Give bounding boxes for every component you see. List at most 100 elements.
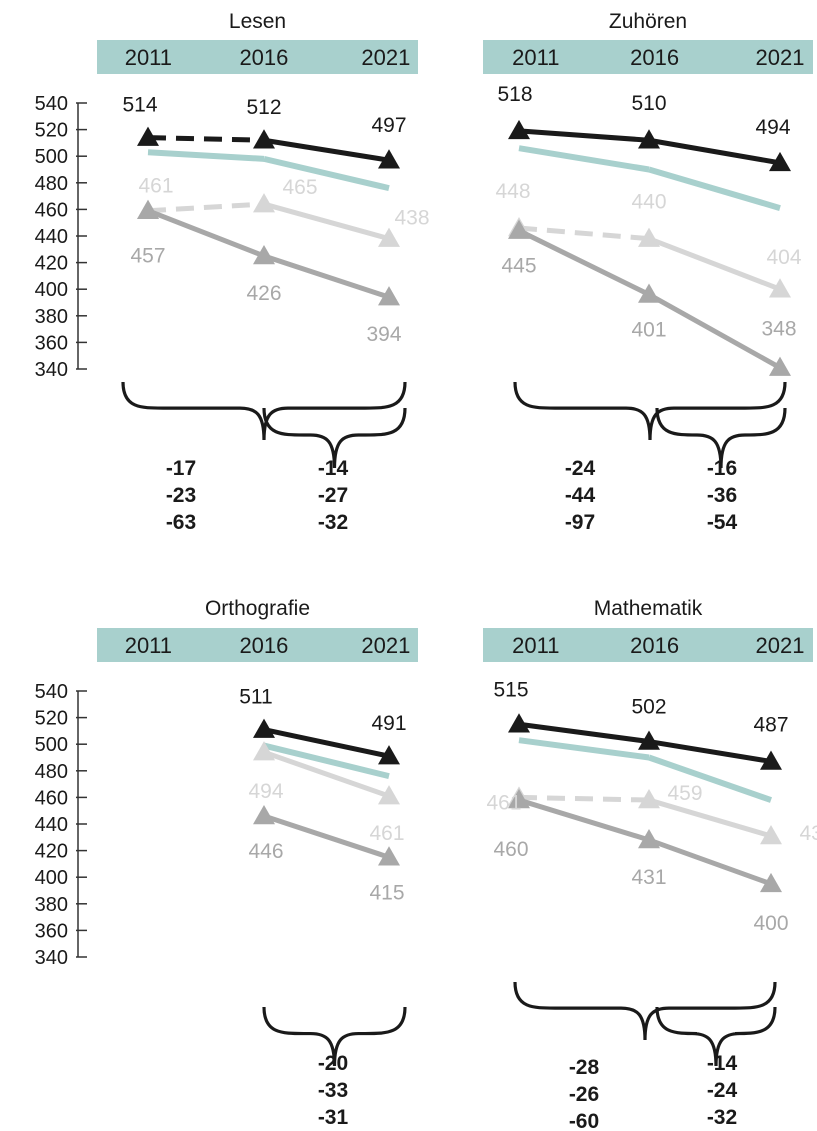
series-0-marker — [137, 126, 159, 146]
data-label: 431 — [631, 866, 666, 889]
year-label: 2011 — [125, 45, 172, 70]
y-tick-label: 340 — [35, 947, 68, 969]
series-2-marker — [378, 227, 400, 247]
data-label: 457 — [130, 245, 165, 268]
data-label: 512 — [246, 96, 281, 119]
data-label: 461 — [486, 791, 521, 814]
year-label: 2016 — [239, 633, 288, 658]
series-3-marker — [378, 846, 400, 866]
series-0-marker — [638, 730, 660, 750]
series-3-marker — [769, 356, 791, 376]
difference-short: -32 — [318, 511, 348, 534]
series-2-segment — [648, 236, 781, 292]
series-0-segment — [648, 137, 781, 166]
series-3-marker — [508, 219, 530, 239]
year-label: 2011 — [512, 633, 559, 658]
difference-short: -27 — [318, 484, 348, 507]
y-tick-label: 340 — [35, 359, 68, 381]
series-2-segment — [263, 749, 390, 799]
data-label: 511 — [239, 686, 272, 709]
data-label: 415 — [369, 881, 404, 904]
series-3-marker — [760, 872, 782, 893]
y-tick-label: 480 — [35, 173, 68, 195]
data-label: 497 — [371, 114, 406, 137]
difference-long: -63 — [166, 511, 196, 534]
difference-long: -28 — [569, 1056, 600, 1079]
series-0-marker — [253, 129, 275, 149]
difference-short: -32 — [707, 1106, 737, 1129]
series-2-marker — [760, 824, 782, 845]
y-tick-label: 520 — [35, 708, 68, 730]
series-3-marker — [638, 828, 660, 849]
series-3-segment — [518, 797, 650, 843]
series-0-segment — [518, 721, 650, 745]
series-2-marker — [638, 789, 660, 809]
data-label: 461 — [369, 822, 404, 845]
year-header-band — [483, 40, 813, 74]
panel-lesen: Lesen 2011 2016 2021 540 520 500 480 460 440 420 40… — [35, 10, 430, 534]
y-tick-label: 420 — [35, 841, 68, 863]
series-1-segment — [147, 149, 265, 162]
year-label: 2021 — [756, 633, 805, 658]
difference-long: -97 — [565, 511, 595, 534]
series-3-marker — [378, 286, 400, 306]
y-tick-label: 360 — [35, 920, 68, 942]
y-tick-label: 380 — [35, 306, 68, 328]
panel-title: Mathematik — [594, 597, 703, 620]
series-0-marker — [638, 129, 660, 149]
series-2-segment — [518, 225, 650, 242]
data-label: 446 — [248, 840, 283, 863]
data-label: 510 — [631, 92, 666, 115]
year-label: 2021 — [361, 45, 410, 70]
series-1-segment — [648, 754, 772, 803]
series-0-marker — [769, 151, 791, 172]
series-3-segment — [263, 813, 390, 860]
data-label: 400 — [753, 912, 788, 935]
y-tick-label: 460 — [35, 787, 68, 809]
series-2-segment — [518, 794, 650, 803]
data-label: 434 — [799, 822, 817, 845]
data-label: 518 — [497, 83, 532, 106]
brace-long — [513, 381, 787, 441]
series-2-marker — [769, 278, 791, 298]
series-0-segment — [518, 128, 650, 143]
series-2-marker — [638, 227, 660, 247]
series-0-marker — [378, 745, 400, 765]
series-3-marker — [137, 199, 159, 219]
data-label: 465 — [282, 176, 317, 199]
series-0-marker — [378, 149, 400, 169]
series-0-marker — [253, 718, 275, 738]
y-tick-label: 400 — [35, 867, 68, 889]
y-tick-label: 440 — [35, 814, 68, 836]
y-tick-label: 420 — [35, 253, 68, 275]
series-3-segment — [647, 292, 782, 370]
series-3-segment — [147, 208, 265, 259]
data-label: 502 — [631, 696, 666, 719]
y-tick-label: 440 — [35, 226, 68, 248]
year-header-band — [97, 40, 418, 74]
series-1-segment — [518, 737, 650, 761]
panel-title: Orthografie — [205, 597, 310, 620]
panel-zuhören: Zuhören 2011 2016 2021 518 510 494 448 440 404 445… — [483, 10, 813, 534]
series-0-segment — [648, 739, 772, 764]
series-0-marker — [760, 750, 782, 770]
data-label: 426 — [246, 282, 281, 305]
series-2-segment — [648, 797, 772, 839]
y-tick-label: 360 — [35, 332, 68, 354]
series-3-marker — [253, 244, 275, 265]
series-0-segment — [147, 135, 265, 143]
series-2-segment — [263, 201, 390, 242]
y-tick-label: 520 — [35, 120, 68, 142]
data-label: 438 — [394, 207, 429, 230]
brace-long — [121, 381, 407, 441]
year-label: 2011 — [125, 633, 172, 658]
difference-long: -60 — [569, 1110, 599, 1131]
series-3-segment — [648, 837, 772, 887]
brace-short — [655, 1006, 777, 1067]
y-tick-label: 540 — [35, 93, 68, 115]
series-0-marker — [508, 713, 530, 733]
series-2-marker — [378, 785, 400, 805]
y-tick-label: 500 — [35, 734, 68, 756]
data-label: 401 — [631, 319, 666, 342]
year-label: 2021 — [361, 633, 410, 658]
